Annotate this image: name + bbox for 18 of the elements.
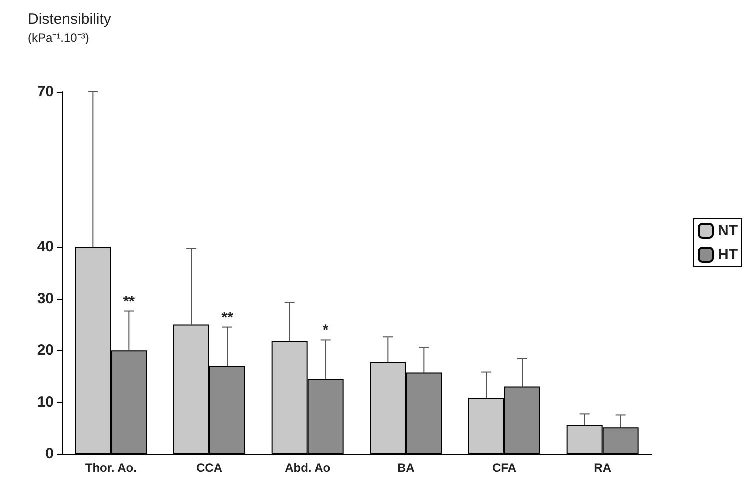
legend-label: HT [718, 246, 738, 264]
y-tick-label: 70 [37, 84, 54, 100]
annotation: * [322, 322, 329, 340]
x-tick-label: BA [397, 461, 416, 475]
y-tick-label: 40 [37, 238, 54, 256]
y-tick-label: 0 [46, 446, 54, 462]
x-tick-label: CFA [492, 461, 517, 475]
y-axis-title: Distensibility (kPa⁻¹.10⁻³) [28, 11, 112, 45]
x-tick-label: Abd. Ao [285, 461, 331, 475]
legend-label: NT [718, 222, 738, 240]
annotation: ** [123, 293, 136, 310]
y-tick-label: 20 [37, 342, 54, 360]
annotation: ** [222, 309, 234, 326]
x-tick-label: CCA [196, 461, 223, 475]
x-tick-label: RA [594, 461, 612, 475]
y-tick-label: 30 [37, 290, 54, 308]
y-tick-label: 10 [37, 394, 54, 411]
x-tick-label: Thor. Ao. [85, 461, 137, 475]
